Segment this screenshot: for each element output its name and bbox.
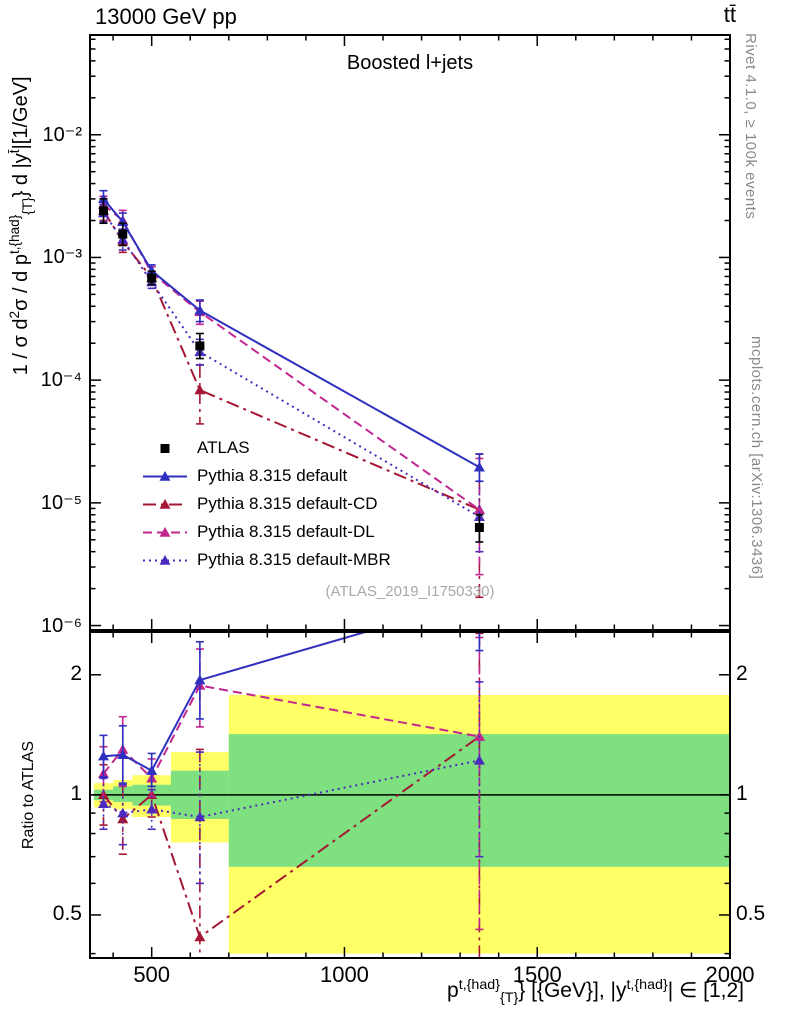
marker-triangle <box>146 265 158 275</box>
marker-triangle <box>146 765 158 775</box>
x-tick-label: 500 <box>133 962 171 987</box>
main-y-tick-label: 10⁻⁵ <box>40 491 82 514</box>
series-ratio-pythia-8-315-default <box>97 632 484 788</box>
main-y-tick-label: 10⁻⁴ <box>40 369 82 392</box>
x-tick-label: 1000 <box>319 962 369 987</box>
marker-square <box>195 341 205 351</box>
legend-item: Pythia 8.315 default-CD <box>142 494 391 513</box>
plot-title: Boosted l+jets <box>346 52 474 74</box>
beam-energy-label: 13000 GeV pp <box>95 4 237 29</box>
marker-triangle <box>159 498 171 509</box>
ratio-y-tick-label-right: 2 <box>736 661 748 685</box>
mcplots-citation-note: mcplots.cern.ch [arXiv:1306.3436] <box>748 336 765 580</box>
panel-frames-and-ticks <box>89 34 731 959</box>
legend-label: ATLAS <box>197 437 250 457</box>
legend-marker-sample <box>143 526 187 537</box>
marker-square <box>147 273 157 283</box>
marker-triangle <box>473 461 485 472</box>
series-main-atlas <box>98 198 484 543</box>
marker-triangle <box>194 811 206 822</box>
panel-frame <box>89 34 731 631</box>
main-series-layer <box>97 189 485 599</box>
ratio-y-tick-label-left: 1 <box>70 781 82 805</box>
x-tick-label: 2000 <box>705 962 755 987</box>
series-ratio-pythia-8-315-default-mbr <box>97 681 485 885</box>
marker-square <box>98 206 108 216</box>
marker-triangle <box>194 304 206 315</box>
legend-label: Pythia 8.315 default-DL <box>197 521 375 541</box>
legend-item: Pythia 8.315 default <box>142 466 391 485</box>
rivet-version-note: Rivet 4.1.0, ≥ 100k events <box>742 33 759 220</box>
marker-triangle <box>146 803 158 814</box>
marker-triangle <box>117 749 129 760</box>
marker-triangle <box>117 813 129 824</box>
legend-item: Pythia 8.315 default-DL <box>142 522 391 541</box>
ratio-y-tick-label-right: 0.5 <box>736 901 766 925</box>
legend-label: Pythia 8.315 default <box>197 465 348 485</box>
marker-square <box>118 229 128 239</box>
legend: ATLAS Pythia 8.315 default Pythia 8.315 de… <box>142 438 391 569</box>
legend-item: Pythia 8.315 default-MBR <box>142 550 391 569</box>
x-tick-label: 1500 <box>512 962 562 987</box>
marker-triangle <box>473 504 485 514</box>
main-y-tick-label: 10⁻⁶ <box>40 614 82 637</box>
marker-triangle <box>97 798 109 808</box>
legend-marker-sample <box>143 498 187 509</box>
main-y-tick-label: 10⁻² <box>42 123 82 146</box>
marker-square <box>474 522 484 532</box>
marker-triangle <box>473 754 485 765</box>
marker-triangle <box>194 931 206 942</box>
process-label: tt̄ <box>723 2 736 27</box>
marker-square <box>160 443 170 453</box>
marker-triangle <box>159 554 171 565</box>
legend-marker-sample <box>143 554 187 565</box>
marker-triangle <box>194 674 206 685</box>
ratio-y-tick-label-left: 0.5 <box>52 901 82 925</box>
legend-marker-sample <box>160 443 170 453</box>
legend-label: Pythia 8.315 default-CD <box>197 493 378 513</box>
marker-triangle <box>194 384 206 395</box>
ratio-uncertainty-bands <box>93 694 730 954</box>
legend-item: ATLAS <box>142 438 391 457</box>
ratio-series-layer <box>90 632 730 958</box>
ratio-y-tick-label-left: 2 <box>70 661 82 685</box>
marker-triangle <box>97 750 109 761</box>
marker-triangle <box>159 526 171 537</box>
marker-triangle <box>117 807 129 818</box>
analysis-watermark: (ATLAS_2019_I1750330) <box>325 583 495 600</box>
legend-marker-sample <box>143 470 187 481</box>
main-y-tick-label: 10⁻³ <box>42 246 82 269</box>
legend-label: Pythia 8.315 default-MBR <box>197 549 391 569</box>
x-axis-label: pt,{had}{T}} [{GeV}], |yt,{had}| ∈ [1,2] <box>447 977 744 1007</box>
ratio-y-tick-label-right: 1 <box>736 781 748 805</box>
marker-triangle <box>159 470 171 481</box>
